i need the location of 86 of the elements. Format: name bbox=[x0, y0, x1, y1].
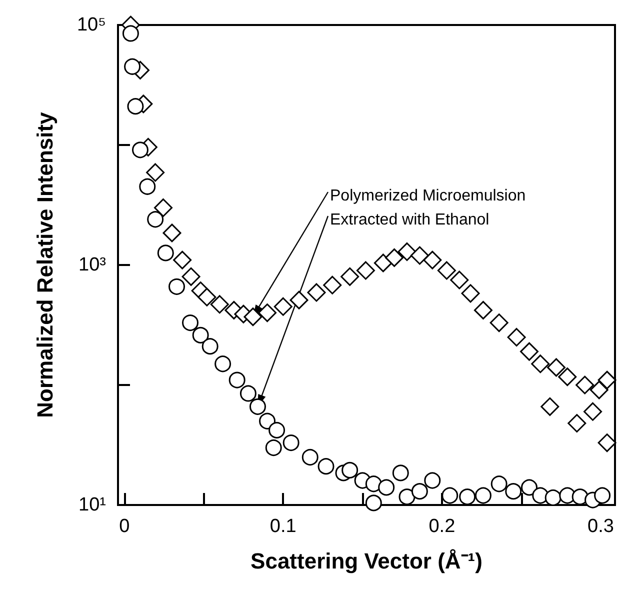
point bbox=[192, 326, 209, 344]
point bbox=[594, 487, 611, 504]
point bbox=[474, 300, 492, 320]
point bbox=[323, 276, 342, 294]
x-axis-title: Scattering Vector (Å⁻¹) bbox=[250, 548, 482, 574]
point bbox=[282, 434, 300, 452]
point bbox=[342, 462, 358, 478]
point bbox=[411, 483, 428, 500]
point bbox=[290, 290, 308, 310]
y-axis-title: Normalized Relative Intensity bbox=[32, 111, 58, 418]
x-tick-label: 0.2 bbox=[428, 516, 456, 537]
point bbox=[598, 434, 616, 452]
point bbox=[210, 295, 229, 314]
point bbox=[173, 250, 192, 270]
point bbox=[558, 368, 577, 386]
point bbox=[572, 488, 588, 506]
point bbox=[459, 488, 476, 506]
point bbox=[162, 224, 182, 242]
point bbox=[157, 244, 174, 262]
point bbox=[268, 422, 286, 438]
annotation: Extracted with Ethanol bbox=[330, 212, 490, 228]
point bbox=[168, 278, 185, 295]
point bbox=[127, 98, 144, 115]
y-tick-label: 10³ bbox=[78, 254, 106, 276]
point bbox=[182, 267, 200, 286]
point bbox=[124, 58, 141, 75]
point bbox=[584, 402, 602, 421]
point bbox=[202, 338, 218, 355]
point bbox=[302, 449, 318, 466]
x-tick-label: 0.1 bbox=[270, 516, 296, 537]
y-tick-label: 10¹ bbox=[78, 494, 106, 516]
point bbox=[423, 250, 442, 270]
point bbox=[490, 314, 508, 332]
point bbox=[139, 178, 156, 195]
point bbox=[392, 464, 409, 482]
point bbox=[442, 487, 458, 504]
point bbox=[544, 489, 562, 506]
point bbox=[378, 479, 395, 496]
point bbox=[568, 414, 586, 432]
point bbox=[340, 267, 360, 286]
point bbox=[424, 472, 441, 489]
point bbox=[490, 476, 508, 492]
point bbox=[531, 354, 550, 374]
x-tick-label: 0.3 bbox=[588, 516, 614, 537]
point bbox=[154, 198, 173, 217]
point bbox=[274, 297, 292, 316]
point bbox=[461, 284, 480, 303]
point bbox=[258, 304, 277, 322]
point bbox=[576, 376, 594, 394]
point bbox=[398, 242, 416, 261]
point bbox=[410, 246, 429, 265]
point bbox=[521, 479, 538, 496]
point bbox=[598, 370, 616, 390]
point bbox=[244, 308, 262, 326]
point bbox=[240, 385, 256, 402]
point bbox=[147, 211, 164, 228]
point bbox=[146, 163, 165, 182]
point bbox=[385, 248, 404, 267]
point bbox=[450, 270, 469, 290]
point bbox=[249, 398, 266, 415]
annotation: Polymerized Microemulsion bbox=[330, 188, 526, 204]
point bbox=[507, 328, 526, 346]
point bbox=[520, 342, 539, 361]
point bbox=[132, 142, 148, 158]
point bbox=[228, 372, 246, 388]
point bbox=[547, 358, 566, 377]
point bbox=[590, 380, 608, 400]
point bbox=[122, 25, 139, 42]
point bbox=[365, 494, 382, 512]
point bbox=[540, 397, 560, 416]
point bbox=[214, 356, 232, 372]
point bbox=[198, 288, 216, 306]
point bbox=[505, 483, 522, 500]
point bbox=[365, 476, 382, 492]
point bbox=[374, 254, 392, 272]
point bbox=[182, 314, 198, 332]
x-tick-label: 0 bbox=[119, 516, 130, 537]
point bbox=[318, 458, 334, 475]
point bbox=[437, 261, 456, 280]
point bbox=[259, 412, 276, 430]
point bbox=[356, 261, 375, 280]
point bbox=[307, 283, 326, 302]
point bbox=[474, 487, 492, 504]
point bbox=[398, 488, 416, 506]
y-tick-label: 10⁵ bbox=[76, 14, 106, 36]
point bbox=[265, 440, 282, 456]
